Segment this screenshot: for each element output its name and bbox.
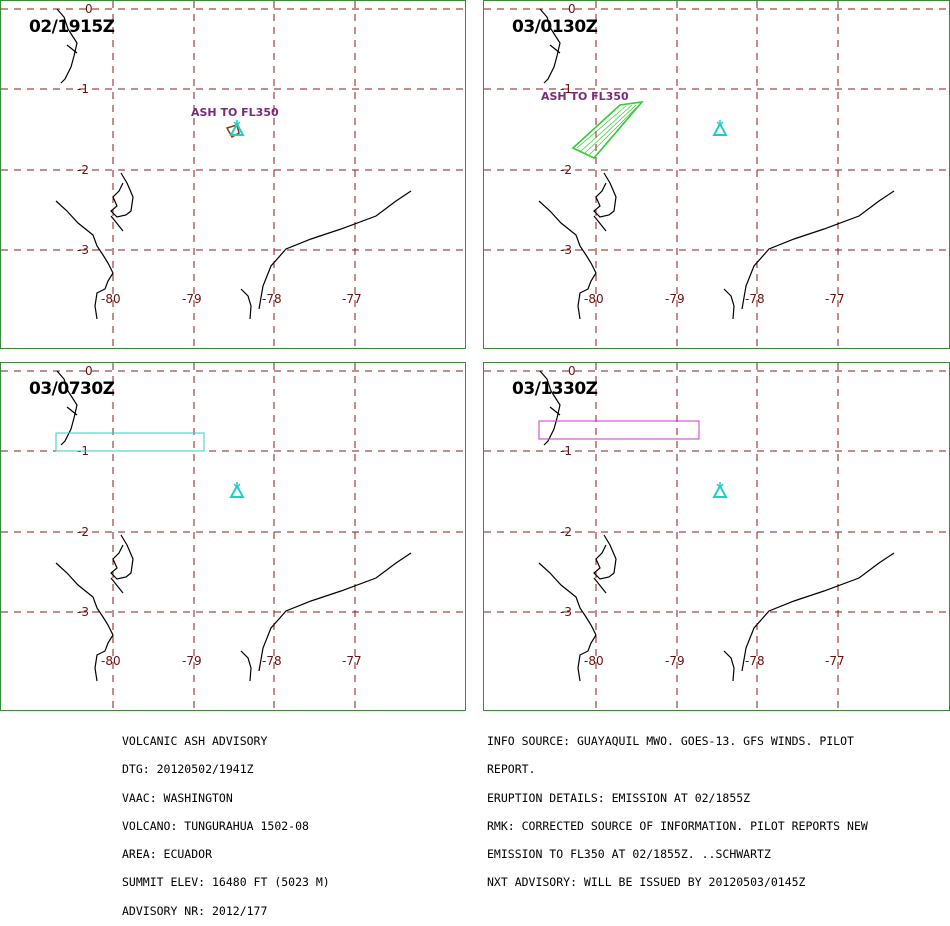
advisory-line: SUMMIT ELEV: 16480 FT (5023 M) <box>122 875 330 890</box>
lon-label: -77 <box>342 654 362 668</box>
advisory-line: AREA: ECUADOR <box>122 847 213 862</box>
lon-label: -78 <box>745 654 765 668</box>
advisory-header-block: VOLCANIC ASH ADVISORY DTG: 20120502/1941… <box>122 718 330 926</box>
panel-timestamp: 03/1330Z <box>512 379 598 399</box>
lat-label: -2 <box>77 525 89 539</box>
advisory-line: DTG: 20120502/1941Z <box>122 762 254 777</box>
graticule <box>484 1 950 350</box>
volcano-icon <box>712 120 728 136</box>
lon-label: -77 <box>825 654 845 668</box>
coastline <box>538 370 895 682</box>
lon-label: -80 <box>584 654 604 668</box>
volcano-icon <box>712 482 728 498</box>
panel-timestamp: 02/1915Z <box>29 17 115 37</box>
advisory-line: EMISSION TO FL350 AT 02/1855Z. ..SCHWART… <box>487 847 771 862</box>
lat-label: -2 <box>560 525 572 539</box>
lat-label: -3 <box>560 243 572 257</box>
lon-label: -78 <box>262 292 282 306</box>
volcano-icon <box>229 120 245 136</box>
lon-label: -80 <box>101 654 121 668</box>
coastline <box>55 8 412 320</box>
advisory-details-block: INFO SOURCE: GUAYAQUIL MWO. GOES-13. GFS… <box>487 718 868 897</box>
map-panel-3: 0 -1 -2 -3 -80 -79 -78 -77 03/0730Z <box>0 362 467 712</box>
lat-label: -2 <box>560 163 572 177</box>
map-panel-1: 0 -1 -2 -3 -80 -79 -78 -77 ASH TO FL350 … <box>0 0 467 350</box>
lon-label: -80 <box>101 292 121 306</box>
ash-polygon <box>225 124 240 139</box>
lat-label: -1 <box>77 82 89 96</box>
ash-polygon <box>538 420 700 440</box>
ash-label: ASH TO FL350 <box>191 106 279 119</box>
panel-timestamp: 03/0130Z <box>512 17 598 37</box>
advisory-line: VAAC: WASHINGTON <box>122 790 233 805</box>
lat-label: 0 <box>85 2 93 16</box>
advisory-line: NXT ADVISORY: WILL BE ISSUED BY 20120503… <box>487 875 806 890</box>
lat-label: -1 <box>560 444 572 458</box>
lon-label: -78 <box>745 292 765 306</box>
ash-polygon <box>55 432 205 452</box>
lon-label: -80 <box>584 292 604 306</box>
lat-label: 0 <box>568 2 576 16</box>
volcano-icon <box>229 482 245 498</box>
lat-label: 0 <box>568 364 576 378</box>
lon-label: -79 <box>665 292 685 306</box>
advisory-line: ERUPTION DETAILS: EMISSION AT 02/1855Z <box>487 790 751 805</box>
map-canvas: 0 -1 -2 -3 -80 -79 -78 -77 <box>1 363 467 712</box>
lat-label: 0 <box>85 364 93 378</box>
lat-label: -2 <box>77 163 89 177</box>
coastline <box>538 8 895 320</box>
advisory-line: REPORT. <box>487 762 536 777</box>
lat-label: -3 <box>560 605 572 619</box>
panel-timestamp: 03/0730Z <box>29 379 115 399</box>
map-panel-4: 0 -1 -2 -3 -80 -79 -78 -77 03/1330Z <box>483 362 950 712</box>
lon-label: -78 <box>262 654 282 668</box>
lat-label: -3 <box>77 605 89 619</box>
advisory-line: VOLCANO: TUNGURAHUA 1502-08 <box>122 818 309 833</box>
lon-label: -77 <box>825 292 845 306</box>
advisory-line: VOLCANIC ASH ADVISORY <box>122 734 268 748</box>
advisory-line: RMK: CORRECTED SOURCE OF INFORMATION. PI… <box>487 818 868 833</box>
lat-label: -3 <box>77 243 89 257</box>
lon-label: -79 <box>665 654 685 668</box>
coastline <box>55 370 412 682</box>
map-canvas: 0 -1 -2 -3 -80 -79 -78 -77 <box>484 363 950 712</box>
lat-label: -1 <box>560 82 572 96</box>
advisory-line: ADVISORY NR: 2012/177 <box>122 903 268 918</box>
map-panel-2: 0 -1 -2 -3 -80 -79 -78 -77 ASH TO FL350 <box>483 0 950 350</box>
advisory-line: INFO SOURCE: GUAYAQUIL MWO. GOES-13. GFS… <box>487 734 854 748</box>
map-canvas: 0 -1 -2 -3 -80 -79 -78 -77 ASH TO FL350 <box>1 1 467 350</box>
map-canvas: 0 -1 -2 -3 -80 -79 -78 -77 ASH TO FL350 <box>484 1 950 350</box>
graticule <box>484 363 950 712</box>
ash-polygon <box>571 100 644 159</box>
ash-label: ASH TO FL350 <box>541 90 629 103</box>
graticule <box>1 1 467 350</box>
graticule <box>1 363 467 712</box>
lon-label: -77 <box>342 292 362 306</box>
lon-label: -79 <box>182 654 202 668</box>
lon-label: -79 <box>182 292 202 306</box>
